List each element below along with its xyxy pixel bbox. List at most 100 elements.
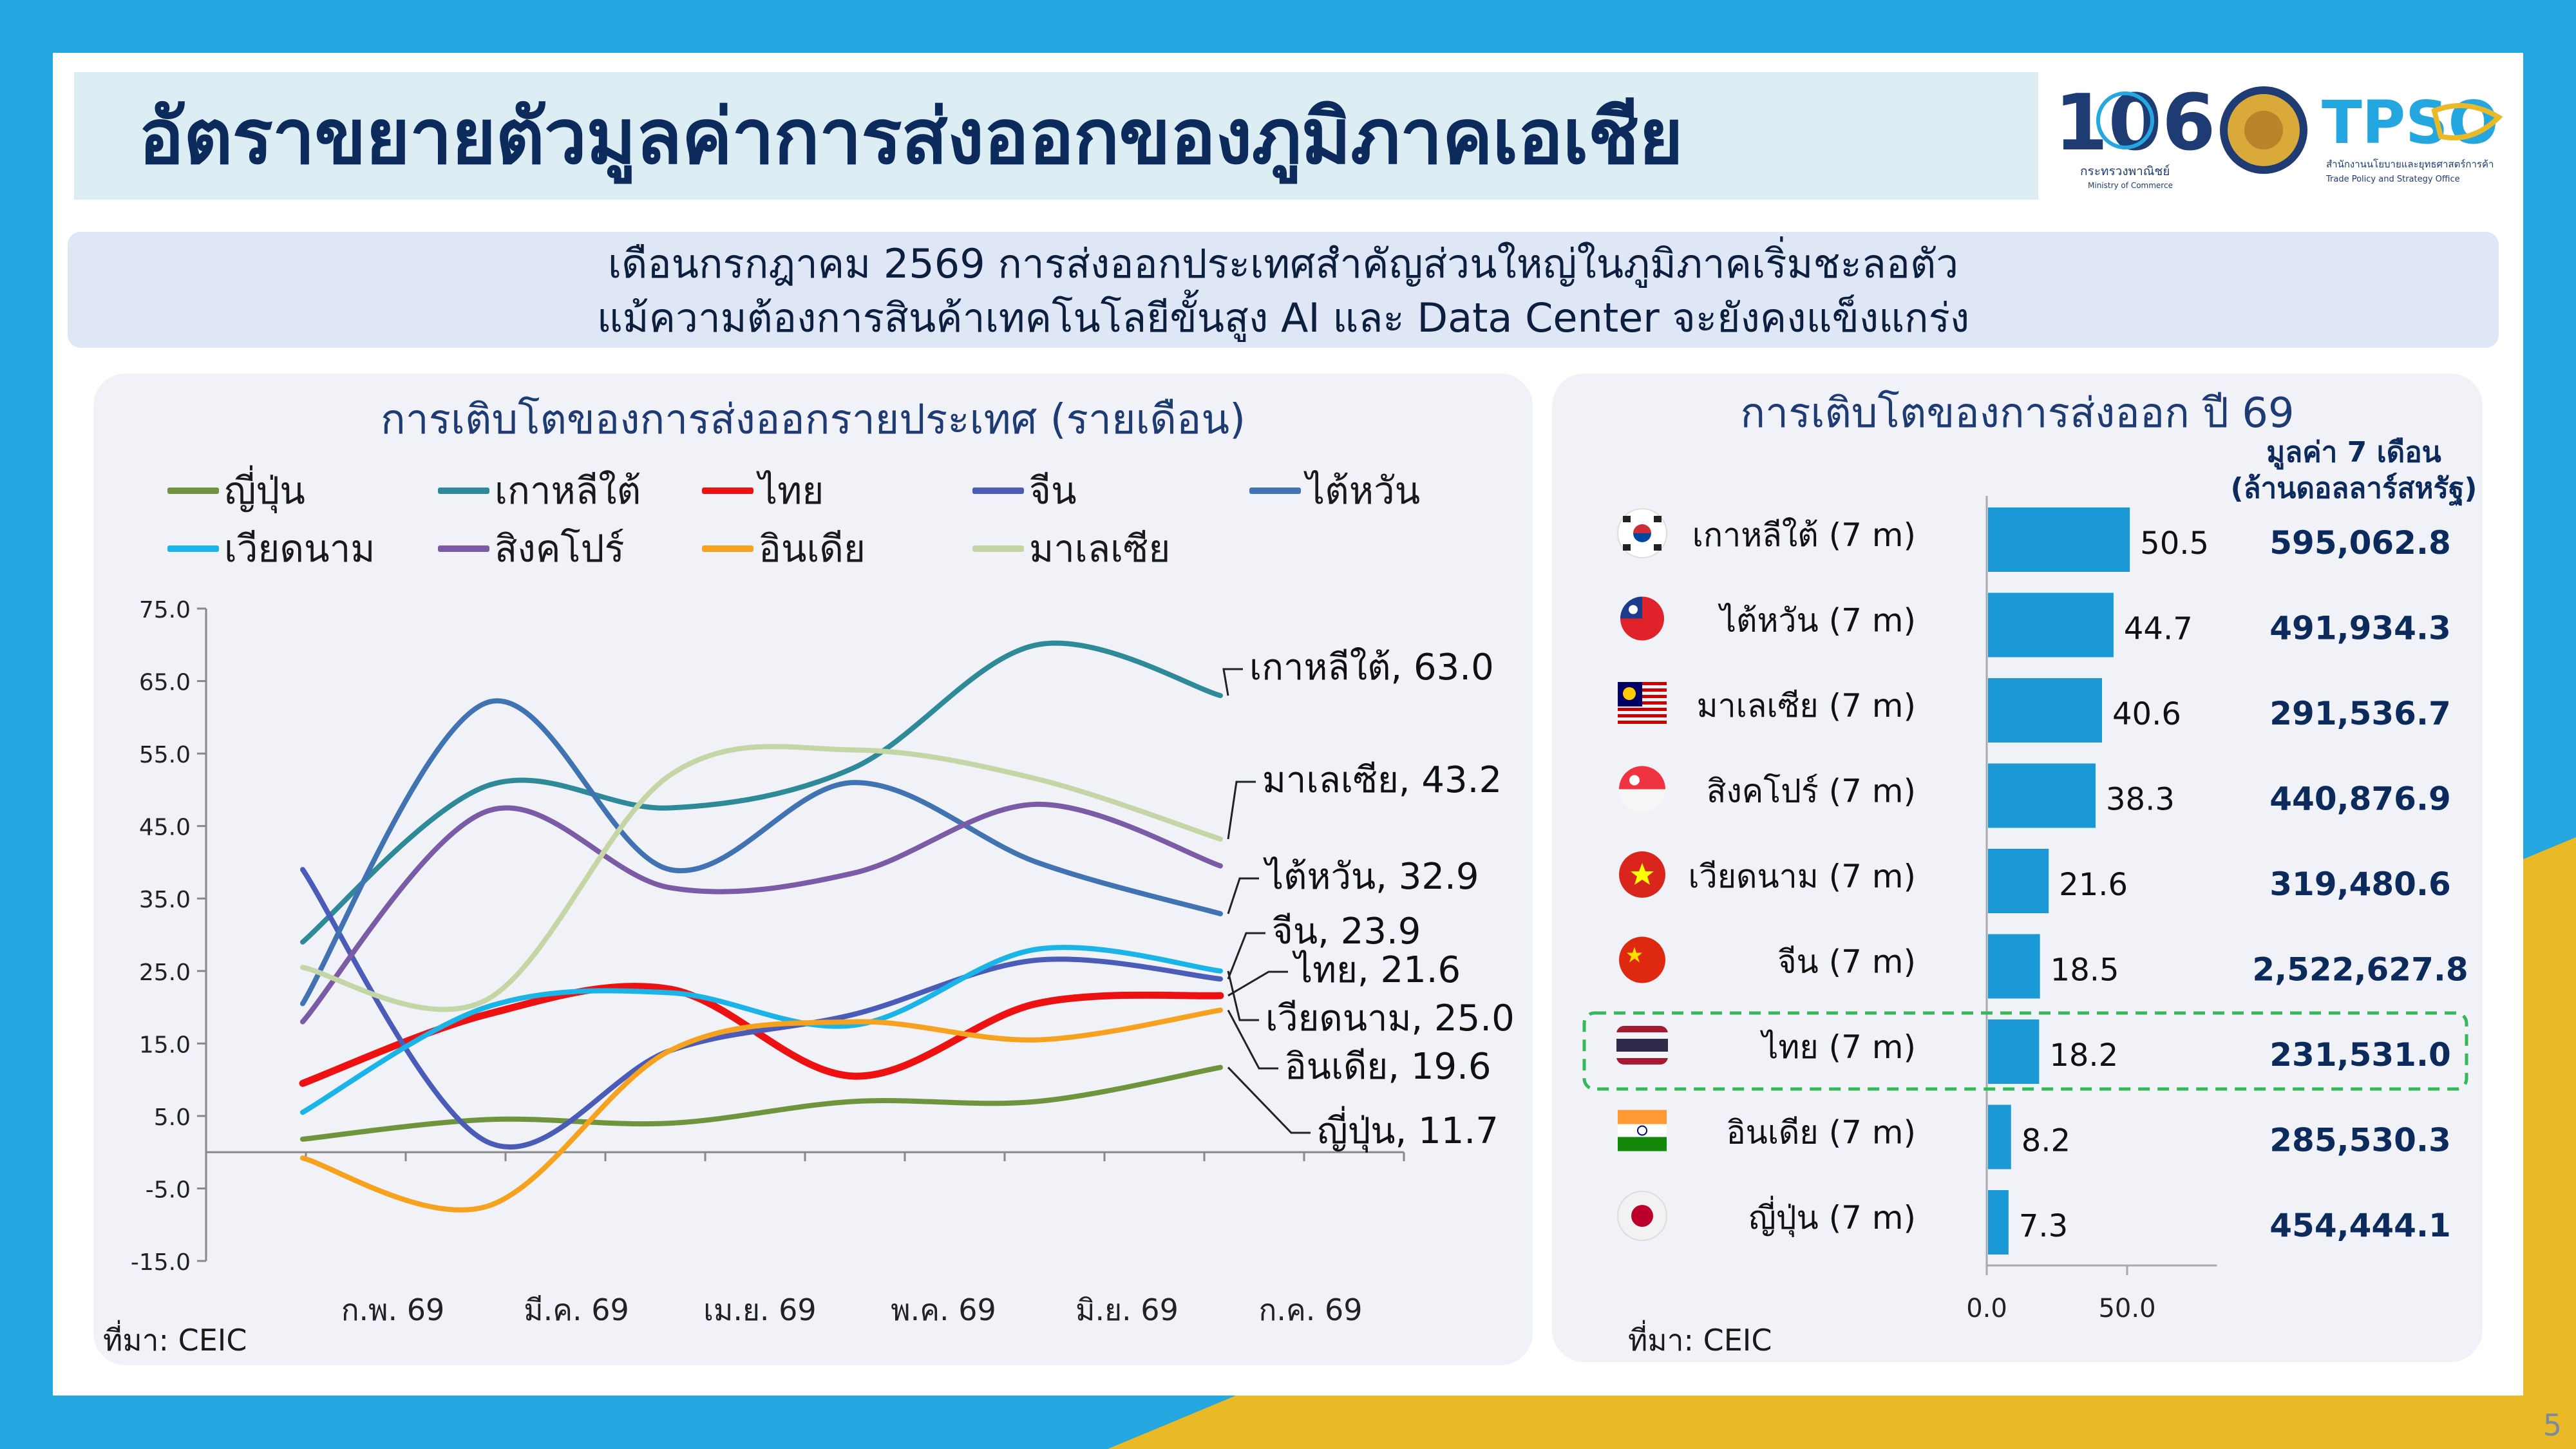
korea-flag-icon bbox=[1617, 508, 1667, 558]
bar-value-label: 40.6 bbox=[2112, 696, 2181, 732]
bar-value-label: 7.3 bbox=[2019, 1208, 2068, 1244]
bar-chart-title: การเติบโตของการส่งออก ปี 69 bbox=[1740, 390, 2295, 437]
bar-value-label: 44.7 bbox=[2124, 611, 2193, 647]
bar bbox=[1988, 934, 2040, 999]
bar bbox=[1988, 763, 2096, 828]
bar-x-tick-label: 50.0 bbox=[2098, 1294, 2155, 1323]
export-value-label: 595,062.8 bbox=[2269, 524, 2451, 562]
label-leader-line bbox=[1222, 668, 1243, 696]
series-end-label: ไต้หวัน, 32.9 bbox=[1263, 856, 1479, 898]
logo-tpso-text: TPSO bbox=[2322, 88, 2499, 157]
series-line bbox=[300, 945, 1223, 1115]
bar-category-label: อินเดีย (7 m) bbox=[1727, 1114, 1916, 1151]
series-end-label: อินเดีย, 19.6 bbox=[1285, 1046, 1492, 1088]
legend-swatch bbox=[702, 545, 753, 552]
export-value-label: 285,530.3 bbox=[2269, 1122, 2451, 1159]
x-tick-label: ก.พ. 69 bbox=[341, 1293, 445, 1327]
legend-swatch bbox=[1249, 487, 1301, 494]
bar-value-label: 38.3 bbox=[2106, 782, 2175, 818]
legend-label: เวียดนาม bbox=[224, 527, 375, 571]
x-tick-label: เม.ย. 69 bbox=[703, 1293, 816, 1327]
bar bbox=[1988, 1104, 2011, 1170]
summary-line-2: แม้ความต้องการสินค้าเทคโนโลยีขั้นสูง AI … bbox=[596, 294, 1970, 341]
bar-value-label: 8.2 bbox=[2022, 1123, 2070, 1159]
tpso-logo: TPSO สำนักงานนโยบายและยุทธศาสตร์การค้า T… bbox=[2322, 88, 2503, 184]
line-chart-title: การเติบโตของการส่งออกรายประเทศ (รายเดือน… bbox=[380, 396, 1246, 444]
legend-swatch bbox=[167, 545, 219, 552]
bar bbox=[1988, 1019, 2040, 1084]
label-leader-line bbox=[1227, 971, 1259, 1021]
legend-item: สิงคโปร์ bbox=[438, 518, 625, 578]
logo-tpso-th: สำนักงานนโยบายและยุทธศาสตร์การค้า bbox=[2326, 158, 2494, 171]
bar bbox=[1988, 849, 2049, 913]
logo-ministry-th: กระทรวงพาณิชย์ bbox=[2080, 164, 2170, 178]
bar bbox=[1988, 507, 2130, 572]
series-line bbox=[300, 698, 1223, 1007]
export-value-label: 2,522,627.8 bbox=[2252, 951, 2468, 989]
y-tick-label: 45.0 bbox=[139, 815, 191, 841]
logos-svg: 106 กระทรวงพาณิชย์ Ministry of Commerce … bbox=[2054, 79, 2503, 190]
logo-106-text: 106 bbox=[2054, 79, 2216, 168]
india-flag-icon bbox=[1618, 1110, 1667, 1151]
legend-item: ไต้หวัน bbox=[1249, 460, 1420, 520]
line-chart-source: ที่มา: CEIC bbox=[103, 1323, 247, 1358]
legend-label: ไต้หวัน bbox=[1306, 469, 1421, 513]
legend-item: เวียดนาม bbox=[167, 518, 375, 578]
value-header-line-2: (ล้านดอลลาร์สหรัฐ) bbox=[2230, 472, 2477, 505]
bar-category-label: สิงคโปร์ (7 m) bbox=[1707, 773, 1916, 810]
series-line bbox=[300, 1007, 1223, 1213]
legend-label: มาเลเซีย bbox=[1029, 527, 1171, 571]
bar bbox=[1988, 678, 2103, 743]
bar-chart-source: ที่มา: CEIC bbox=[1628, 1323, 1772, 1358]
thailand-flag-icon bbox=[1616, 1026, 1668, 1065]
bar-chart: 0.0 50.0 เกาหลีใต้ (7 m) 50.5 595,062.8 ไต้หว… bbox=[1582, 496, 2468, 1323]
bar-value-label: 18.2 bbox=[2049, 1037, 2118, 1074]
series-line bbox=[300, 801, 1223, 1025]
value-header-line-1: มูลค่า 7 เดือน bbox=[2266, 436, 2441, 469]
legend-label: เกาหลีใต้ bbox=[495, 469, 641, 513]
legend-swatch bbox=[972, 545, 1024, 552]
line-chart-panel bbox=[93, 374, 1533, 1365]
ministry-106-logo: 106 กระทรวงพาณิชย์ Ministry of Commerce bbox=[2054, 79, 2216, 190]
x-tick-label: ก.ค. 69 bbox=[1258, 1293, 1362, 1327]
export-value-label: 491,934.3 bbox=[2269, 610, 2451, 647]
y-tick-label: 65.0 bbox=[139, 670, 191, 696]
y-tick-label: 15.0 bbox=[139, 1032, 191, 1058]
export-value-label: 291,536.7 bbox=[2269, 695, 2451, 732]
singapore-flag-icon bbox=[1619, 766, 1665, 813]
y-tick-label: 25.0 bbox=[139, 960, 191, 986]
export-value-label: 231,531.0 bbox=[2269, 1036, 2451, 1074]
series-line bbox=[300, 1065, 1223, 1142]
y-tick-label: 75.0 bbox=[139, 597, 191, 623]
y-tick-label: 35.0 bbox=[139, 887, 191, 913]
page-title: อัตราขยายตัวมูลค่าการส่งออกของภูมิภาคเอเ… bbox=[138, 92, 1683, 181]
japan-flag-icon bbox=[1617, 1191, 1667, 1241]
logo-ministry-en: Ministry of Commerce bbox=[2088, 181, 2173, 190]
export-value-label: 319,480.6 bbox=[2269, 866, 2451, 903]
label-leader-line bbox=[1227, 1066, 1311, 1134]
legend-swatch bbox=[702, 487, 753, 494]
series-end-label: มาเลเซีย, 43.2 bbox=[1262, 759, 1502, 801]
series-end-label: เวียดนาม, 25.0 bbox=[1265, 998, 1515, 1039]
bar bbox=[1988, 592, 2114, 658]
series-end-label: เกาหลีใต้, 63.0 bbox=[1249, 647, 1494, 688]
series-end-label: ญี่ปุ่น, 11.7 bbox=[1317, 1106, 1499, 1153]
logo-group: 106 กระทรวงพาณิชย์ Ministry of Commerce … bbox=[2048, 72, 2512, 201]
series-line bbox=[299, 983, 1224, 1087]
taiwan-flag-icon bbox=[1620, 596, 1664, 641]
y-tick-label: 5.0 bbox=[154, 1104, 191, 1131]
x-tick-label: มิ.ย. 69 bbox=[1075, 1293, 1179, 1327]
x-tick-label: มี.ค. 69 bbox=[524, 1293, 629, 1327]
legend-label: สิงคโปร์ bbox=[495, 527, 625, 571]
legend-label: อินเดีย bbox=[759, 527, 866, 571]
series-line bbox=[300, 640, 1223, 945]
legend-item: เกาหลีใต้ bbox=[438, 460, 641, 520]
summary-line-1: เดือนกรกฎาคม 2569 การส่งออกประเทศสำคัญส่… bbox=[607, 240, 1959, 287]
legend-swatch bbox=[438, 487, 489, 494]
series-end-label: จีน, 23.9 bbox=[1272, 911, 1421, 952]
bar-x-tick-label: 0.0 bbox=[1966, 1294, 2007, 1323]
line-chart: 75.0 65.0 55.0 45.0 35.0 25.0 15.0 5.0 -5.0 -15.0… bbox=[131, 597, 1515, 1327]
bar-category-label: มาเลเซีย (7 m) bbox=[1697, 687, 1916, 724]
legend-label: จีน bbox=[1029, 469, 1077, 513]
series-end-label: ไทย, 21.6 bbox=[1292, 949, 1461, 991]
